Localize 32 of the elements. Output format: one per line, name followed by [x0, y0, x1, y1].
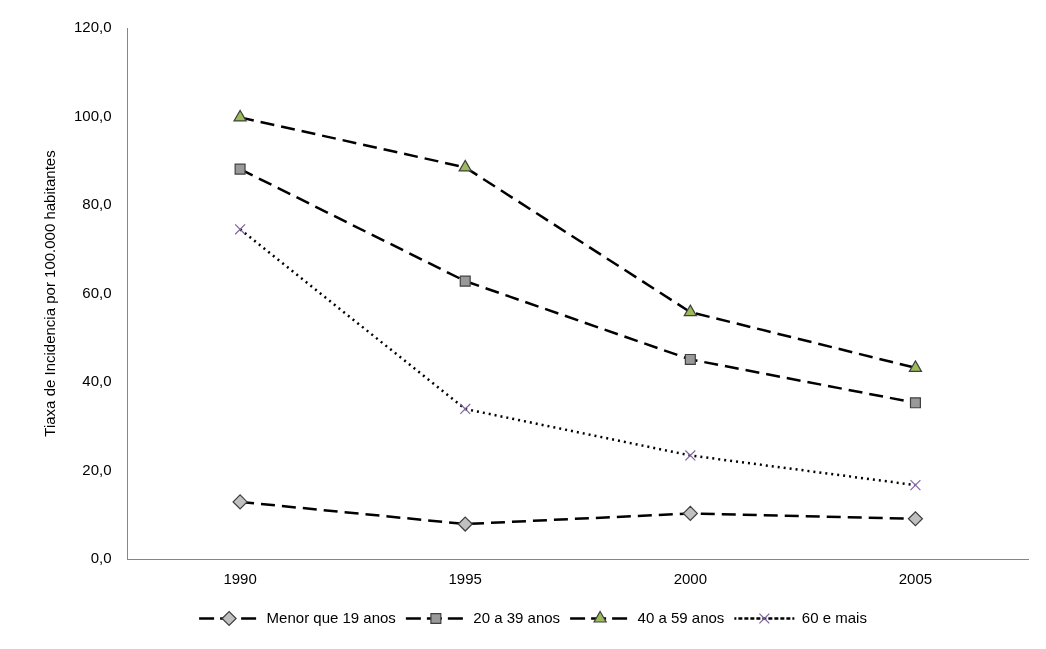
y-tick-label: 20,0: [82, 460, 112, 478]
x-tick-label: 2005: [898, 570, 933, 588]
x-tick-label: 1995: [448, 570, 482, 588]
x-tick-label: 2000: [673, 570, 708, 588]
point: [908, 360, 923, 372]
legend-label: Menor que 19 anos: [266, 608, 396, 626]
point: [682, 505, 698, 522]
point: [458, 159, 472, 172]
point: [907, 511, 924, 527]
y-tick-label: 60,0: [82, 283, 112, 301]
point: [234, 163, 246, 175]
point: [459, 275, 471, 287]
point: [233, 109, 247, 122]
legend-label: 20 a 39 anos: [473, 608, 561, 626]
point: [457, 516, 473, 532]
point: [232, 494, 248, 510]
x-tick-label: 1990: [223, 570, 257, 588]
point: [684, 353, 696, 365]
y-tick-label: 40,0: [82, 372, 112, 390]
point: [684, 449, 696, 462]
y-tick-label: 80,0: [82, 195, 112, 213]
y-axis-title: Tiaxa de Incidencia por 100.000 habitantes: [41, 150, 59, 437]
legend-label: 40 a 59 anos: [637, 608, 725, 626]
point: [909, 397, 921, 409]
y-tick-label: 100,0: [73, 106, 112, 124]
point: [459, 403, 471, 415]
point: [909, 479, 921, 491]
point: [683, 304, 697, 317]
y-tick-label: 120,0: [73, 18, 112, 36]
y-tick-label: 0,0: [90, 549, 112, 567]
legend-label: 60 e mais: [801, 608, 867, 626]
point: [234, 223, 246, 235]
